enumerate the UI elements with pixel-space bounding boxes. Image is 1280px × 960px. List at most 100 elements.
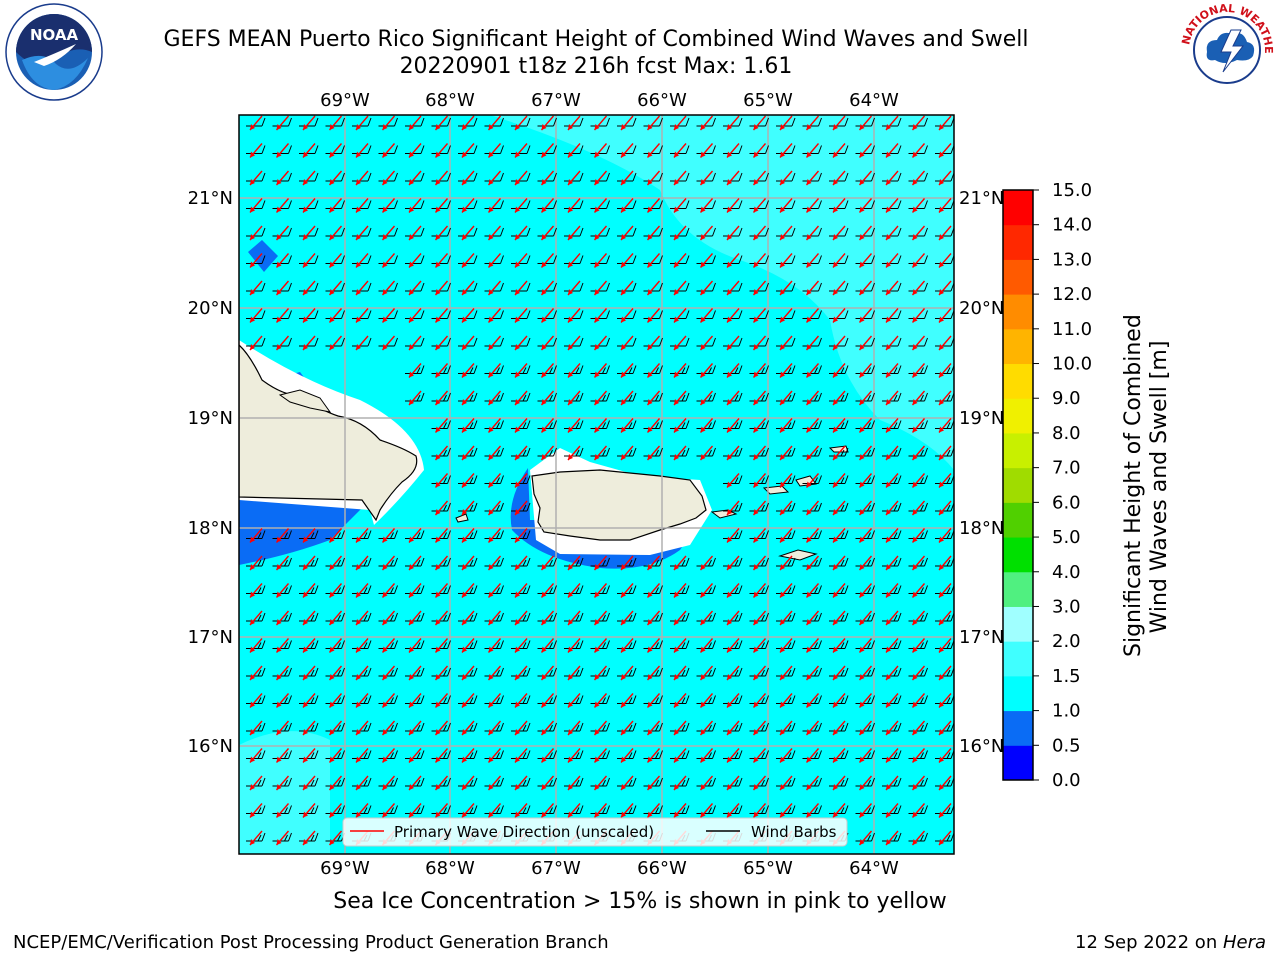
wave-arrow: [699, 693, 714, 708]
wave-arrow: [620, 638, 634, 653]
wave-arrow: [885, 803, 899, 818]
wave-arrow: [726, 583, 740, 598]
wave-arrow: [726, 555, 740, 571]
wave-arrow: [699, 335, 714, 351]
wave-arrow: [355, 115, 369, 131]
wave-arrow: [726, 803, 740, 818]
colorbar-segment: [1003, 363, 1033, 399]
wave-arrow: [408, 143, 422, 158]
wave-arrow: [275, 198, 290, 213]
wave-arrow: [514, 665, 528, 681]
wave-arrow: [858, 363, 873, 378]
colorbar-title-line2: Wind Waves and Swell [m]: [1147, 340, 1172, 634]
wave-arrow: [540, 720, 555, 736]
wave-arrow: [249, 335, 263, 351]
wave-arrow: [487, 225, 502, 241]
wave-arrow: [805, 253, 820, 268]
wave-arrow: [620, 418, 634, 433]
wave-arrow: [673, 775, 687, 791]
wave-arrow: [805, 198, 820, 213]
wave-arrow: [461, 803, 475, 818]
wave-arrow: [699, 445, 714, 461]
wave-arrow: [567, 748, 581, 763]
wave-arrow: [434, 198, 449, 213]
wave-arrow: [779, 390, 793, 406]
colorbar-segment: [1003, 745, 1033, 781]
wave-arrow: [646, 638, 661, 653]
wave-arrow: [726, 335, 740, 351]
wave-arrow: [408, 803, 422, 818]
wave-arrow: [355, 253, 369, 268]
wave-arrow: [328, 638, 343, 653]
wave-arrow: [885, 720, 899, 736]
wave-arrow: [355, 720, 369, 736]
wave-arrow: [567, 803, 581, 818]
wave-arrow: [408, 528, 422, 543]
wave-arrow: [938, 390, 952, 406]
colorbar-segment: [1003, 328, 1033, 365]
wave-arrow: [673, 418, 687, 433]
wave-arrow: [779, 115, 793, 131]
lon-label-bottom: 69°W: [320, 858, 370, 879]
lat-label-right: 19°N: [959, 408, 1004, 429]
wave-arrow: [885, 610, 899, 626]
wave-arrow: [832, 225, 846, 241]
wave-arrow: [779, 775, 793, 791]
wave-arrow: [779, 665, 793, 681]
wave-arrow: [911, 720, 926, 736]
wave-arrow: [249, 143, 263, 158]
wave-arrow: [302, 665, 316, 681]
wave-arrow: [673, 115, 687, 131]
wave-arrow: [911, 115, 926, 131]
wave-arrow: [938, 775, 952, 791]
legend-wave-label: Primary Wave Direction (unscaled): [394, 823, 654, 841]
wave-arrow: [938, 253, 952, 268]
wave-arrow: [567, 775, 581, 791]
wave-arrow: [911, 500, 926, 516]
colorbar-tick-label: 6.0: [1052, 492, 1081, 513]
wave-arrow: [487, 143, 502, 158]
colorbar-tick-label: 1.0: [1052, 701, 1081, 722]
wave-arrow: [805, 638, 820, 653]
wave-arrow: [275, 555, 290, 571]
wave-arrow: [249, 583, 263, 598]
wave-arrow: [646, 280, 661, 296]
wave-arrow: [434, 308, 449, 323]
lon-label-bottom: 67°W: [531, 858, 581, 879]
wave-arrow: [461, 500, 475, 516]
wave-arrow: [885, 143, 899, 158]
wave-arrow: [832, 280, 846, 296]
wave-arrow: [620, 748, 634, 763]
wave-arrow: [805, 308, 820, 323]
wave-arrow: [858, 803, 873, 818]
wave-arrow: [858, 143, 873, 158]
wave-arrow: [752, 390, 767, 406]
wave-arrow: [832, 253, 846, 268]
lon-label-top: 67°W: [531, 90, 581, 111]
wave-arrow: [620, 225, 634, 241]
wave-arrow: [249, 170, 263, 186]
wave-arrow: [885, 198, 899, 213]
wave-arrow: [911, 170, 926, 186]
wave-arrow: [885, 445, 899, 461]
wave-arrow: [461, 775, 475, 791]
wave-arrow: [832, 528, 846, 543]
wave-arrow: [699, 555, 714, 571]
wave-arrow: [249, 308, 263, 323]
wave-arrow: [885, 555, 899, 571]
wave-arrow: [699, 115, 714, 131]
footer-machine: Hera: [1222, 932, 1266, 953]
wave-arrow: [302, 115, 316, 131]
wave-arrow: [328, 748, 343, 763]
wave-arrow: [805, 170, 820, 186]
wave-arrow: [434, 418, 449, 433]
footer-date-text: 12 Sep 2022 on: [1075, 932, 1223, 953]
wave-arrow: [805, 665, 820, 681]
wave-arrow: [540, 555, 555, 571]
wave-arrow: [858, 555, 873, 571]
wave-arrow: [275, 775, 290, 791]
wave-arrow: [699, 803, 714, 818]
wave-arrow: [381, 528, 396, 543]
wave-arrow: [646, 803, 661, 818]
wave-arrow: [275, 143, 290, 158]
